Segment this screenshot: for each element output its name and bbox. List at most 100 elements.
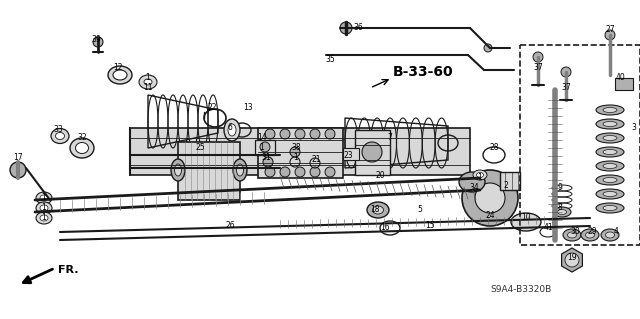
Ellipse shape [596,105,624,115]
Ellipse shape [601,229,619,241]
Text: 22: 22 [207,103,217,113]
Circle shape [263,157,273,167]
Text: 10: 10 [521,213,531,222]
Ellipse shape [596,161,624,171]
Circle shape [484,44,492,52]
Ellipse shape [233,159,247,181]
Text: 1: 1 [42,213,46,222]
Text: 29: 29 [587,227,597,236]
Ellipse shape [56,132,65,139]
Text: 16: 16 [380,224,390,233]
Circle shape [310,129,320,139]
Bar [130,128,470,175]
Ellipse shape [557,210,566,214]
Text: 25: 25 [195,144,205,152]
Ellipse shape [603,191,617,197]
Circle shape [533,52,543,62]
Text: 26: 26 [225,220,235,229]
Polygon shape [562,248,582,272]
Ellipse shape [367,202,389,218]
Ellipse shape [36,202,52,214]
Ellipse shape [563,229,581,241]
Ellipse shape [603,164,617,168]
Text: 27: 27 [605,26,615,34]
Text: 36: 36 [353,24,363,33]
Text: 39: 39 [91,35,101,44]
Ellipse shape [586,232,595,238]
Text: 1: 1 [477,174,483,182]
Ellipse shape [139,75,157,89]
Ellipse shape [568,232,577,238]
Ellipse shape [224,119,240,141]
Circle shape [325,129,335,139]
Circle shape [295,129,305,139]
Circle shape [565,253,579,267]
Ellipse shape [596,147,624,157]
Ellipse shape [553,207,571,217]
Circle shape [10,162,26,178]
Text: 1: 1 [42,194,46,203]
Text: 33: 33 [53,125,63,135]
Circle shape [561,67,571,77]
Text: B-33-60: B-33-60 [393,65,454,79]
Circle shape [475,183,505,213]
Text: 15: 15 [425,220,435,229]
Ellipse shape [605,232,614,238]
Circle shape [260,142,270,152]
Ellipse shape [36,192,52,204]
Text: 6: 6 [228,123,232,132]
Ellipse shape [36,212,52,224]
Text: 1: 1 [294,153,298,162]
Text: 30: 30 [570,227,580,236]
Ellipse shape [603,205,617,211]
Text: 41: 41 [543,224,553,233]
Ellipse shape [473,170,487,180]
Bar [355,130,390,175]
Circle shape [265,129,275,139]
Text: 8: 8 [557,204,563,212]
Text: 9: 9 [557,183,563,192]
Text: 1: 1 [42,204,46,212]
Text: 11: 11 [143,84,153,93]
Ellipse shape [459,172,485,192]
Ellipse shape [596,189,624,199]
Circle shape [325,167,335,177]
Text: 3: 3 [632,123,636,132]
Text: 4: 4 [614,227,618,236]
Ellipse shape [108,66,132,84]
Text: 5: 5 [417,205,422,214]
Circle shape [362,142,382,162]
Circle shape [340,22,352,34]
Text: 19: 19 [567,254,577,263]
Ellipse shape [40,215,48,221]
Ellipse shape [603,108,617,113]
Bar [255,140,275,155]
Ellipse shape [511,213,541,231]
Bar [343,148,359,160]
Ellipse shape [175,164,182,176]
Ellipse shape [171,159,185,181]
Circle shape [265,167,275,177]
Text: 2: 2 [504,181,508,189]
Text: 38: 38 [291,144,301,152]
Text: 40: 40 [615,73,625,83]
Text: 20: 20 [375,170,385,180]
Text: 37: 37 [533,63,543,72]
Text: 24: 24 [485,211,495,219]
Circle shape [93,37,103,47]
Text: 32: 32 [77,133,87,143]
Ellipse shape [40,195,48,201]
Ellipse shape [70,138,94,158]
Ellipse shape [51,129,69,144]
Text: 12: 12 [113,63,123,72]
Text: 14: 14 [257,133,267,143]
Ellipse shape [237,164,243,176]
Ellipse shape [144,79,152,85]
Ellipse shape [113,70,127,80]
Text: 37: 37 [561,84,571,93]
Ellipse shape [603,122,617,127]
Circle shape [290,147,300,157]
Circle shape [295,167,305,177]
Text: 21: 21 [311,155,321,165]
Circle shape [605,30,615,40]
